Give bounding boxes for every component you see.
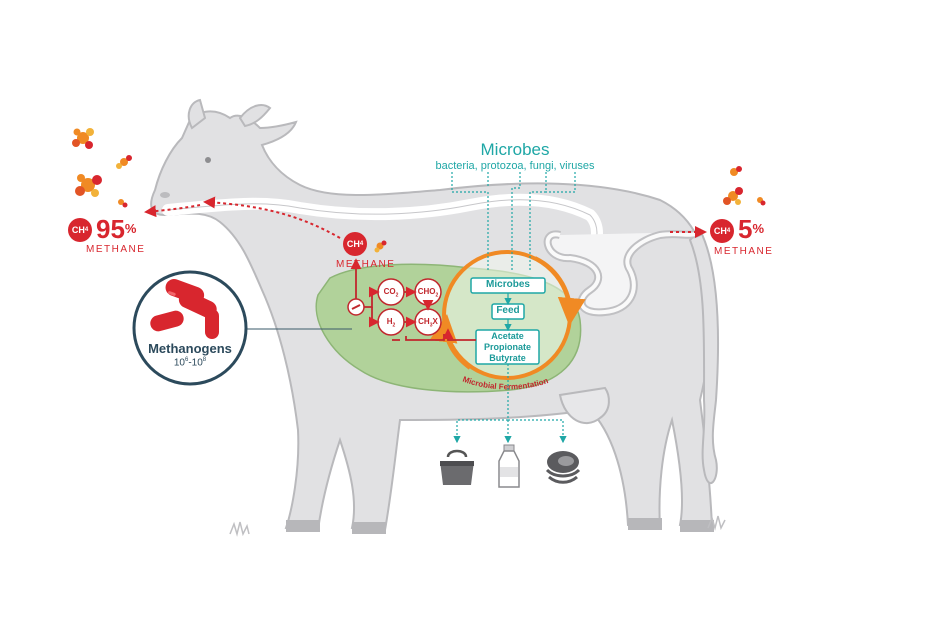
rumen-methane-label: METHANE	[336, 259, 396, 270]
feed-box-label: Feed	[496, 305, 520, 316]
bag-icon	[440, 449, 474, 485]
cycle-arrow-right	[534, 256, 586, 326]
microbes-subtitle: bacteria, protozoa, fungi, viruses	[435, 160, 595, 172]
meat-icon	[545, 451, 581, 484]
output-connector-lines	[453, 364, 567, 444]
product-acetate: Acetate	[491, 331, 524, 341]
milk-bottle-icon	[498, 444, 520, 488]
ch3x-label: CH3X	[418, 317, 438, 329]
mouth-methane-label: METHANE	[86, 244, 146, 255]
digestive-tract	[162, 193, 703, 317]
rear-methane-percent: 5%	[738, 214, 765, 244]
co2-label: CO2	[383, 287, 399, 299]
methanogens-count: 106-108	[173, 357, 207, 369]
ch4-badge-rumen: CH 4	[343, 232, 367, 256]
microbes-box-label: Microbes	[486, 279, 530, 290]
methanogen-cells-icon	[150, 279, 219, 339]
product-butyrate: Butyrate	[489, 353, 526, 363]
methanogen-magnifier	[132, 270, 248, 386]
cycle-arrow-left	[429, 314, 472, 370]
gas-circles	[377, 278, 442, 336]
cho2-label: CHO2	[417, 287, 439, 299]
methanogens-label: Methanogens	[148, 341, 232, 356]
h2-label: H2	[386, 317, 396, 329]
mouth-methane-percent: 95%	[96, 214, 137, 244]
methane-exit-arrows	[144, 196, 707, 239]
product-propionate: Propionate	[483, 342, 531, 352]
methane-molecule-icons	[72, 128, 766, 253]
microbes-title: Microbes	[480, 140, 550, 159]
rear-methane-label: METHANE	[714, 246, 774, 257]
microbes-connector-lines	[451, 172, 576, 272]
ch4-badge-mouth: CH 4	[68, 218, 92, 242]
ch4-badge-rear: CH 4	[710, 219, 734, 243]
